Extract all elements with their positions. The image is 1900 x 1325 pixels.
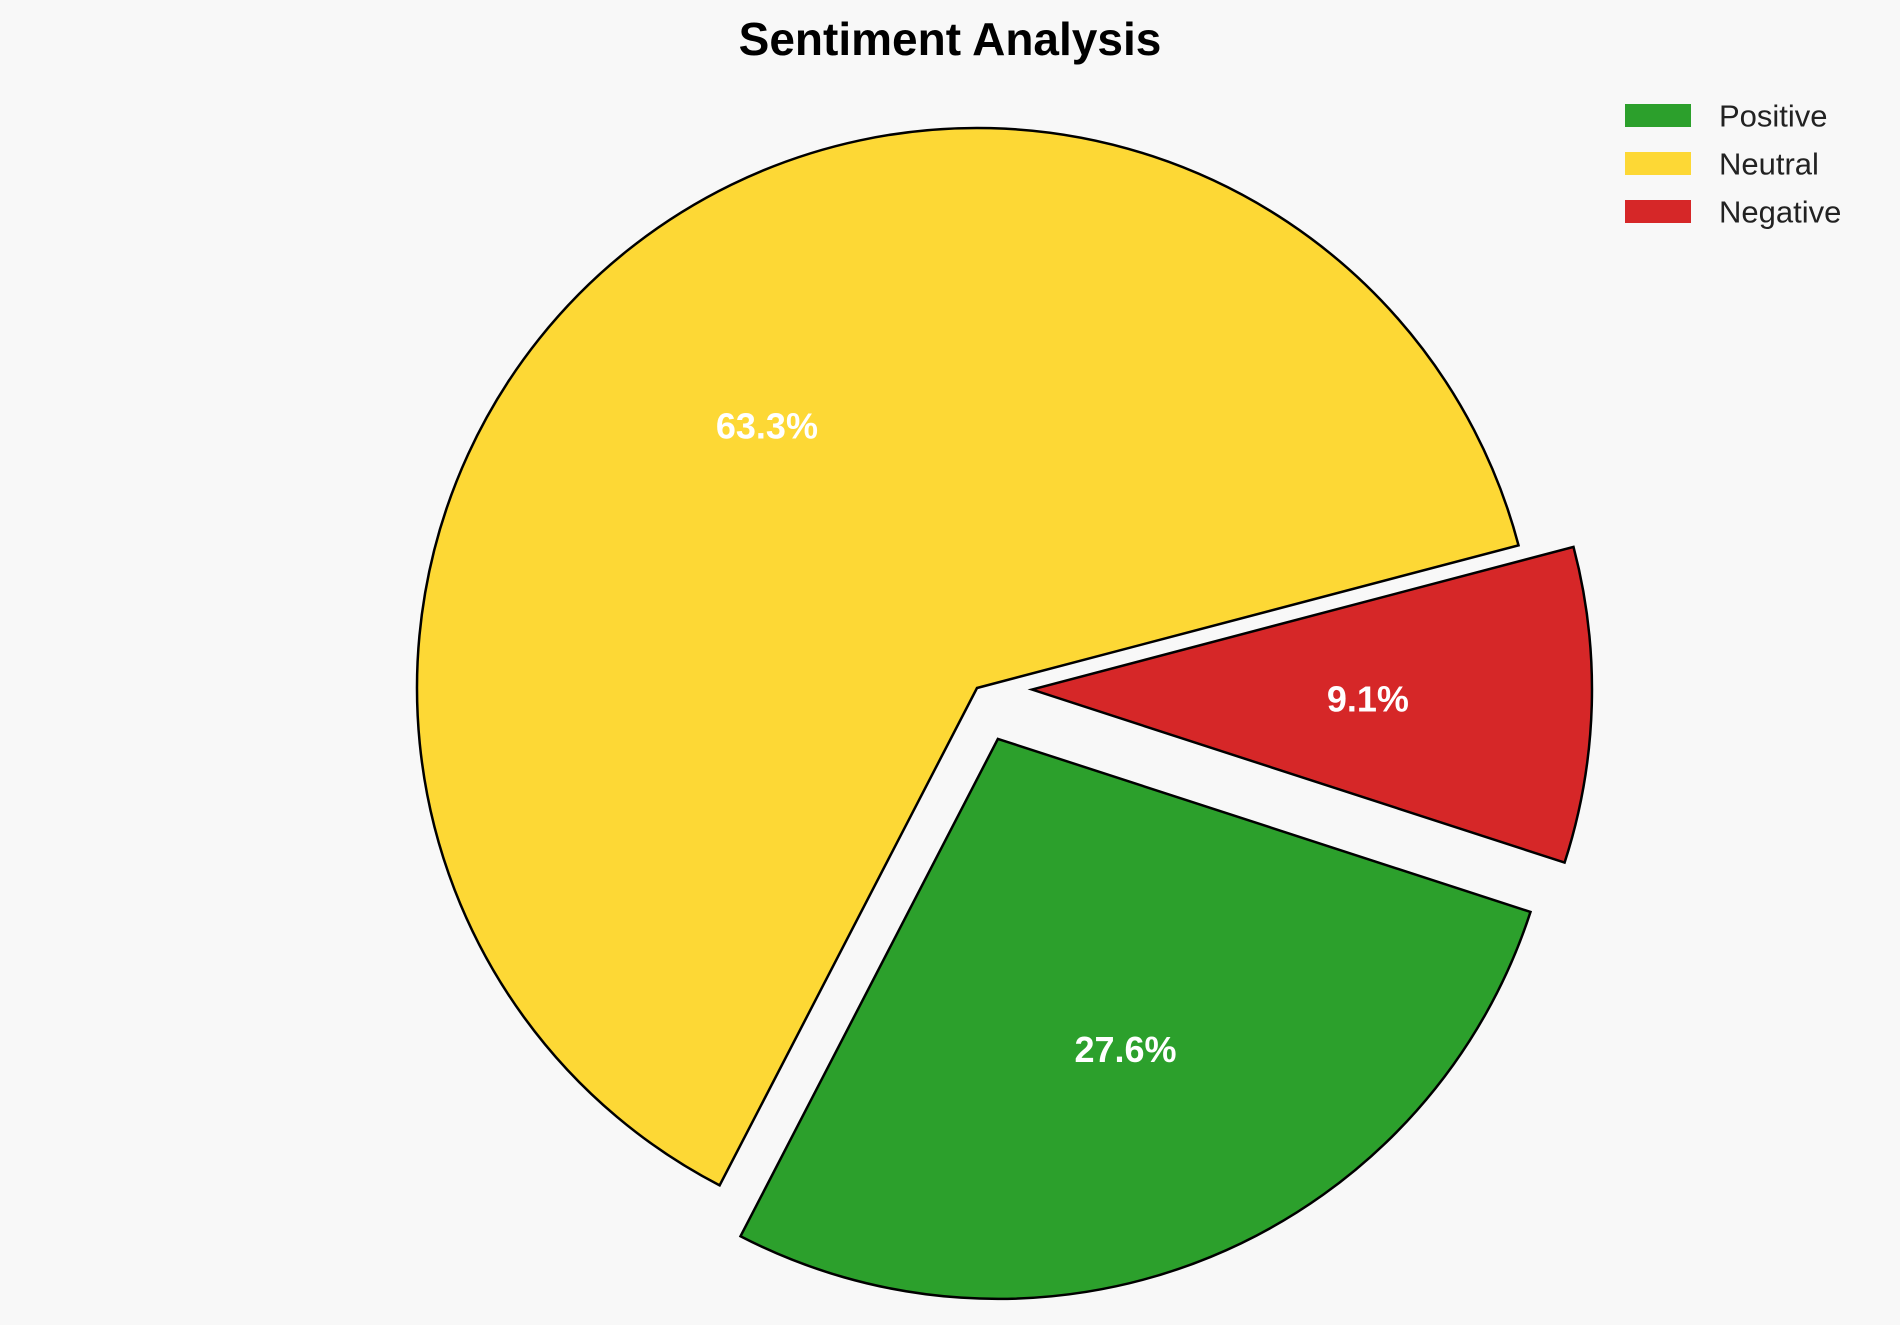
legend-swatch-positive [1625, 104, 1691, 127]
legend-label-neutral: Neutral [1719, 147, 1819, 182]
legend-swatch-neutral [1625, 152, 1691, 175]
slice-label-positive: 27.6% [1074, 1029, 1176, 1070]
pie-slice-negative [1027, 545, 1594, 865]
slice-label-negative: 9.1% [1327, 679, 1409, 720]
pie-slices [415, 126, 1594, 1301]
pie-slice-positive [738, 737, 1533, 1301]
slice-labels: 27.6% 63.3% 9.1% [716, 405, 1409, 1070]
legend-label-negative: Negative [1719, 195, 1841, 230]
legend-swatch-negative [1625, 200, 1691, 223]
legend: Positive Neutral Negative [1625, 99, 1841, 230]
legend-label-positive: Positive [1719, 99, 1828, 134]
slice-label-neutral: 63.3% [716, 405, 818, 446]
chart-title: Sentiment Analysis [739, 13, 1162, 65]
pie-slice-neutral [415, 126, 1521, 1188]
